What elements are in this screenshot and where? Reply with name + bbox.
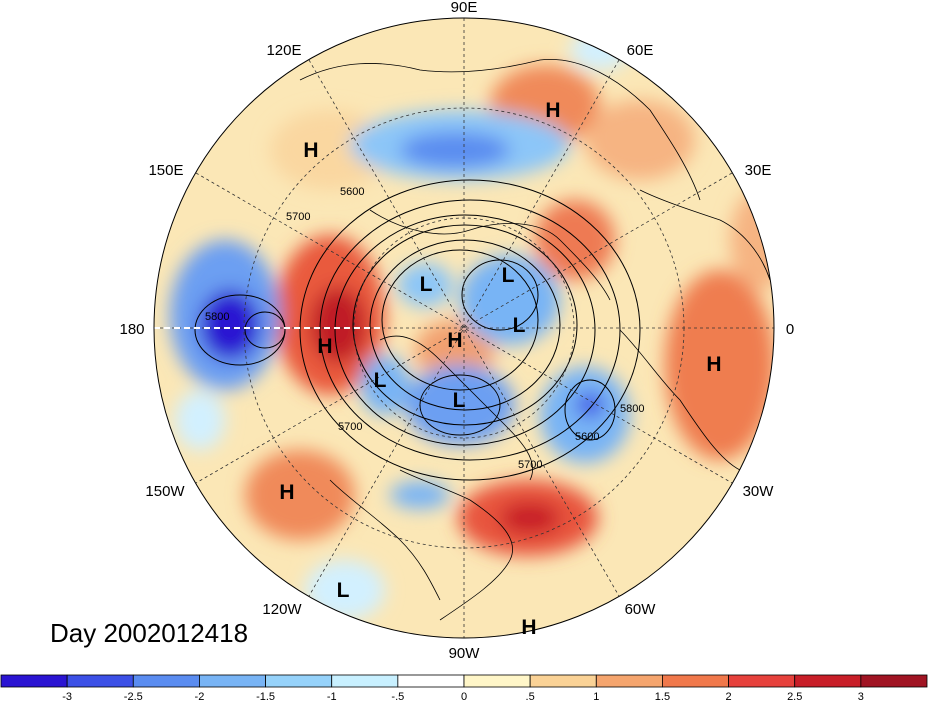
colorbar-swatch — [66, 674, 134, 688]
colorbar-tick-label: 2 — [726, 691, 732, 702]
colorbar-tick-label: 0 — [461, 691, 467, 702]
high-center-marker: H — [706, 353, 721, 376]
lon-label-60e: 60E — [627, 42, 654, 59]
high-center-marker: H — [447, 329, 462, 352]
anomaly-field: 5600 5700 5800 5600 5700 5700 5800 — [154, 18, 774, 638]
low-center-marker: L — [513, 314, 526, 337]
contour-label-5700-b: 5700 — [518, 459, 542, 471]
contour-label-5800: 5800 — [620, 403, 644, 415]
colorbar-swatch — [265, 674, 333, 688]
colorbar-tick-label: -.5 — [391, 691, 404, 702]
colorbar-swatch — [0, 674, 68, 688]
colorbar-swatch — [728, 674, 796, 688]
low-center-marker: L — [374, 369, 387, 392]
colorbar-swatch — [463, 674, 531, 688]
date-label: Day 2002012418 — [50, 618, 249, 648]
colorbar-swatch — [397, 674, 465, 688]
contour-label-5600-b: 5600 — [575, 431, 599, 443]
coastlines — [299, 58, 771, 621]
colorbar-swatch — [662, 674, 729, 688]
colorbar-swatch — [331, 674, 399, 688]
lon-label-150e: 150E — [148, 162, 183, 179]
colorbar-tick-label: 3 — [858, 691, 864, 702]
lon-label-90w: 90W — [449, 645, 481, 662]
colorbar-swatch — [595, 674, 663, 688]
high-center-marker: H — [317, 335, 332, 358]
contour-label-5600: 5600 — [340, 186, 364, 198]
lon-label-30e: 30E — [745, 162, 772, 179]
high-center-marker: H — [545, 99, 560, 122]
colorbar-swatch — [794, 674, 862, 688]
height-contours — [194, 179, 641, 481]
contour-label-5700-c: 5700 — [338, 421, 362, 433]
polar-map: 5600 5700 5800 5600 5700 5700 5800 90E 6… — [119, 0, 794, 662]
high-center-marker: H — [279, 481, 294, 504]
contour-label-5800-b: 5800 — [205, 311, 229, 323]
colorbar-tick-label: -1 — [327, 691, 337, 702]
low-center-marker: L — [453, 389, 466, 412]
lon-label-150w: 150W — [145, 483, 185, 500]
low-center-marker: L — [337, 579, 350, 602]
colorbar-swatch — [860, 674, 928, 688]
lon-label-30w: 30W — [743, 483, 775, 500]
colorbar-tick-label: -2.5 — [124, 691, 143, 702]
colorbar-tick-label: 2.5 — [787, 691, 802, 702]
graticule — [154, 18, 774, 638]
colorbar-tick-label: .5 — [526, 691, 535, 702]
lon-label-0: 0 — [786, 321, 794, 338]
lon-label-60w: 60W — [625, 601, 657, 618]
high-center-marker: H — [303, 139, 318, 162]
colorbar-swatch — [199, 674, 266, 688]
colorbar-swatch — [132, 674, 200, 688]
lon-label-120e: 120E — [266, 42, 301, 59]
colorbar-tick-label: -2 — [195, 691, 205, 702]
high-center-marker: H — [521, 616, 536, 639]
lon-label-90e: 90E — [451, 0, 478, 16]
contour-label-5700: 5700 — [286, 211, 310, 223]
colorbar-tick-label: 1.5 — [655, 691, 670, 702]
colorbar-tick-label: -3 — [62, 691, 72, 702]
map-border — [153, 17, 775, 639]
colorbar-tick-label: -1.5 — [256, 691, 275, 702]
lon-label-120w: 120W — [262, 601, 302, 618]
low-center-marker: L — [420, 273, 433, 296]
colorbar-tick-label: 1 — [593, 691, 599, 702]
colorbar-swatch — [529, 674, 597, 688]
colorbar: -3 -2.5 -2 -1.5 -1 -.5 0 .5 1 1.5 2 2.5 3 — [0, 674, 928, 702]
low-center-marker: L — [502, 264, 515, 287]
lon-label-180: 180 — [119, 321, 144, 338]
